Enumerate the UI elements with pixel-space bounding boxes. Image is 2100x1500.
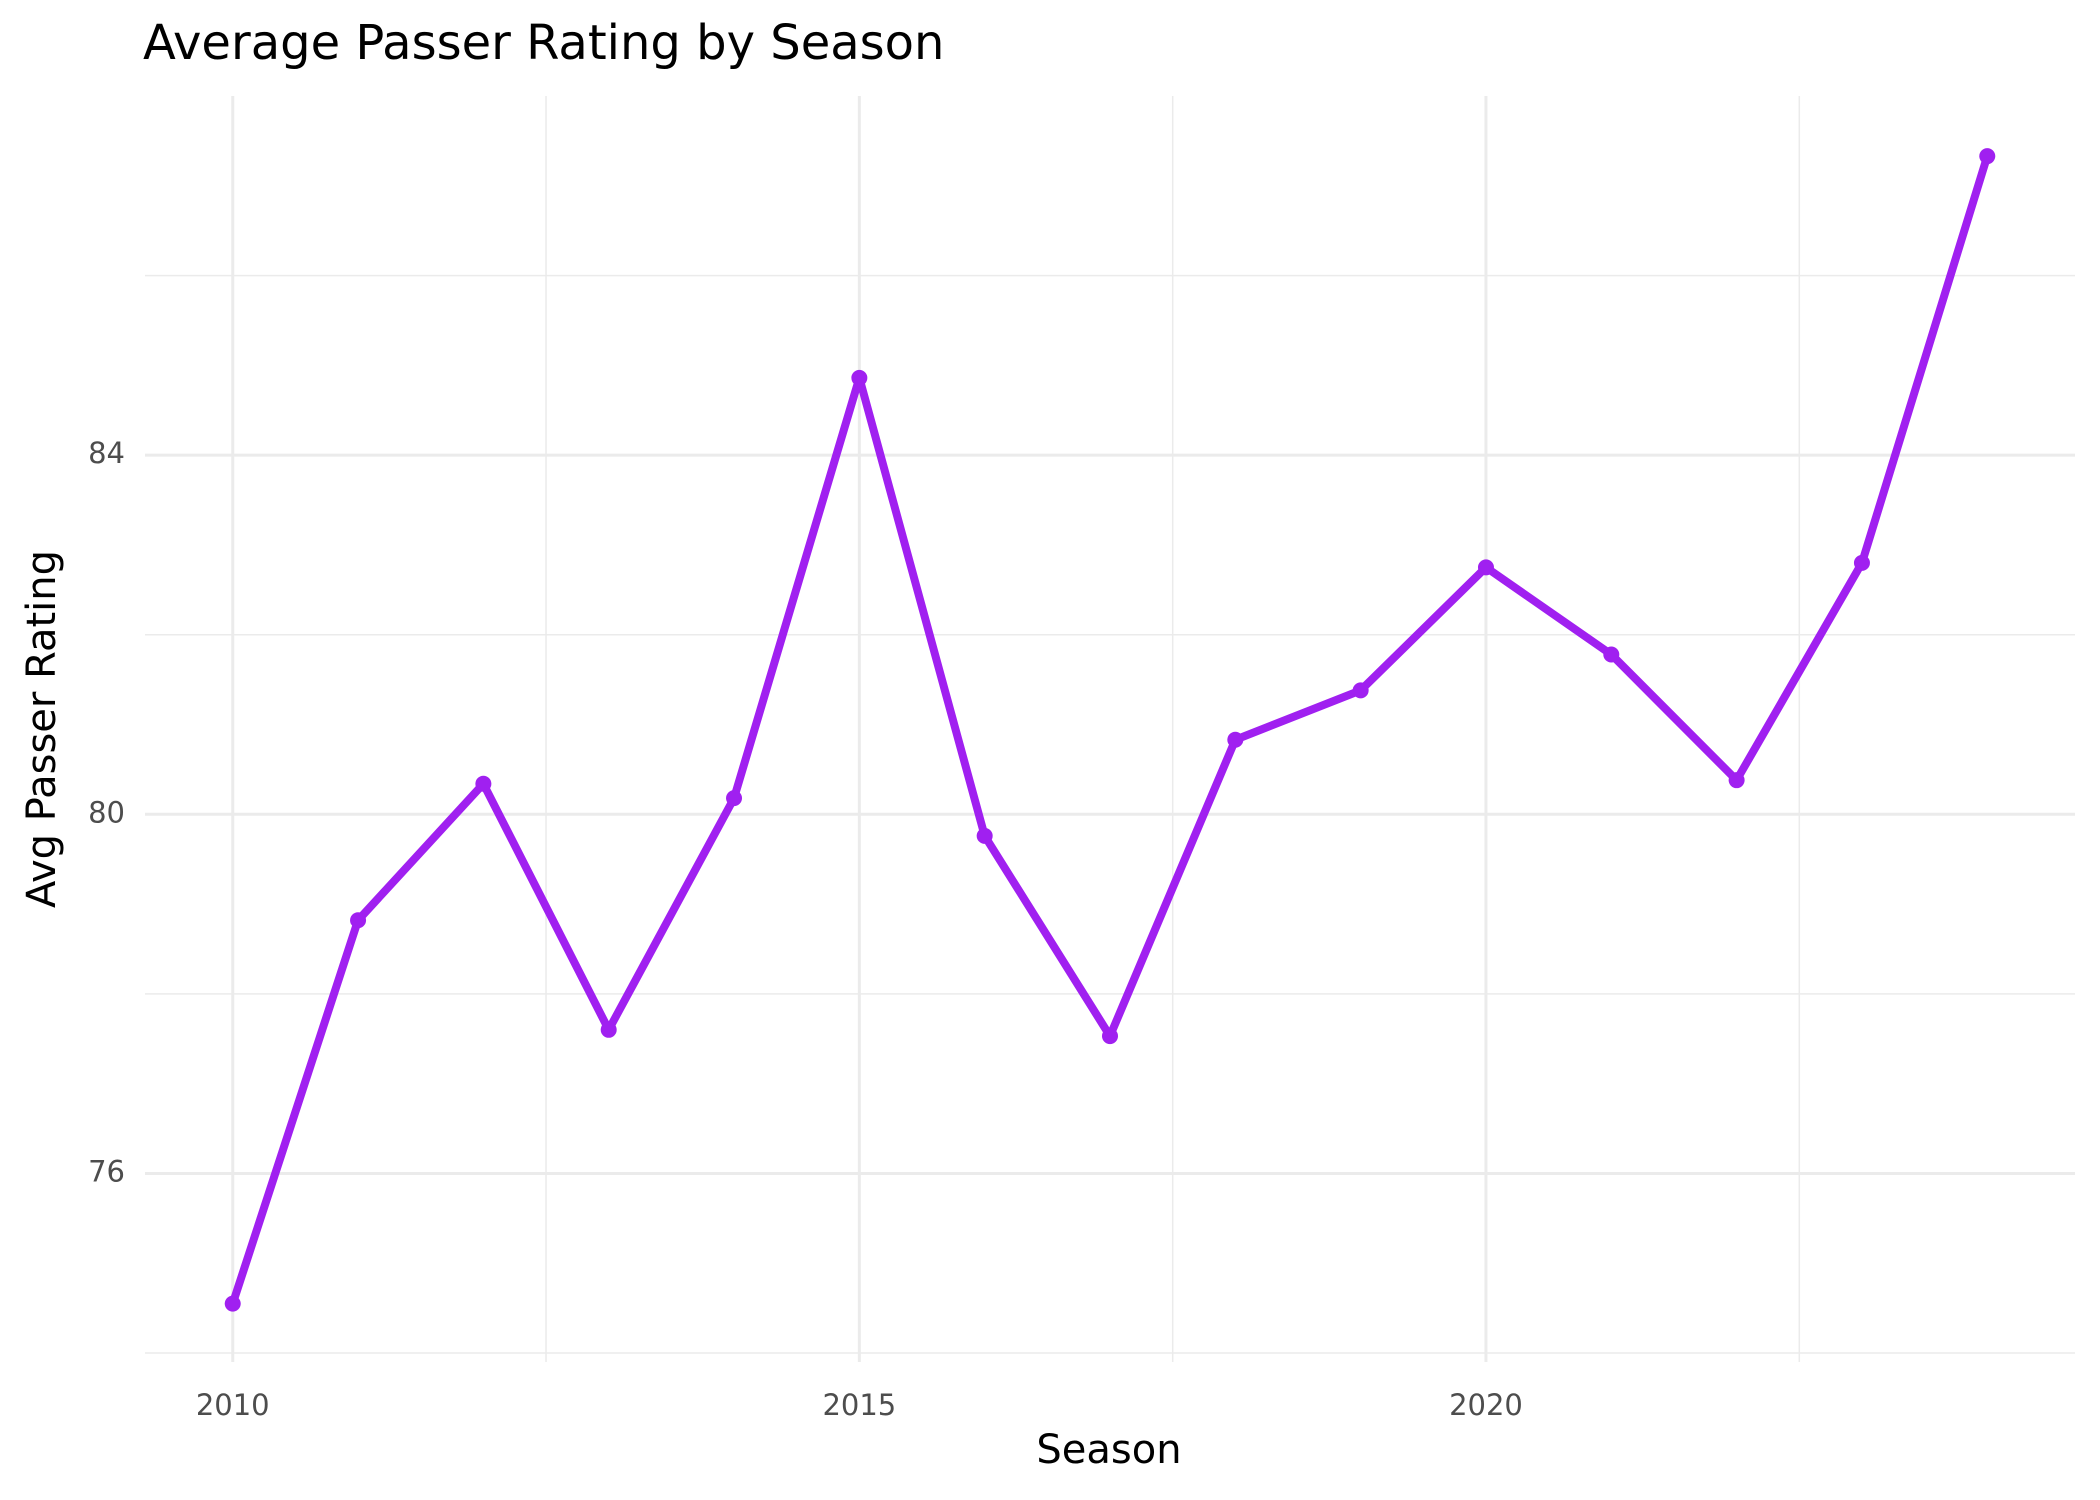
x-tick-label: 2010 — [196, 1388, 270, 1422]
point — [1728, 772, 1745, 789]
x-tick-label: 2020 — [1449, 1388, 1523, 1422]
point — [976, 827, 993, 844]
y-tick-label: 80 — [88, 795, 125, 829]
point — [224, 1295, 241, 1312]
point — [350, 912, 367, 929]
x-axis-label: Season — [1036, 1427, 1181, 1473]
point — [1352, 682, 1369, 699]
point — [1477, 559, 1494, 576]
chart-title: Average Passer Rating by Season — [143, 15, 944, 71]
point — [851, 369, 868, 386]
point — [1227, 731, 1244, 748]
point — [726, 790, 743, 807]
point — [600, 1021, 617, 1038]
point — [1603, 646, 1620, 663]
point — [1102, 1028, 1118, 1045]
point — [1853, 554, 1870, 571]
point — [1979, 148, 1996, 165]
line — [228, 154, 1992, 1305]
y-tick-label: 76 — [88, 1154, 125, 1188]
x-tick-label: 2015 — [822, 1388, 896, 1422]
point — [475, 775, 492, 792]
y-axis-label: Avg Passer Rating — [19, 550, 65, 908]
y-tick-label: 84 — [88, 436, 125, 470]
